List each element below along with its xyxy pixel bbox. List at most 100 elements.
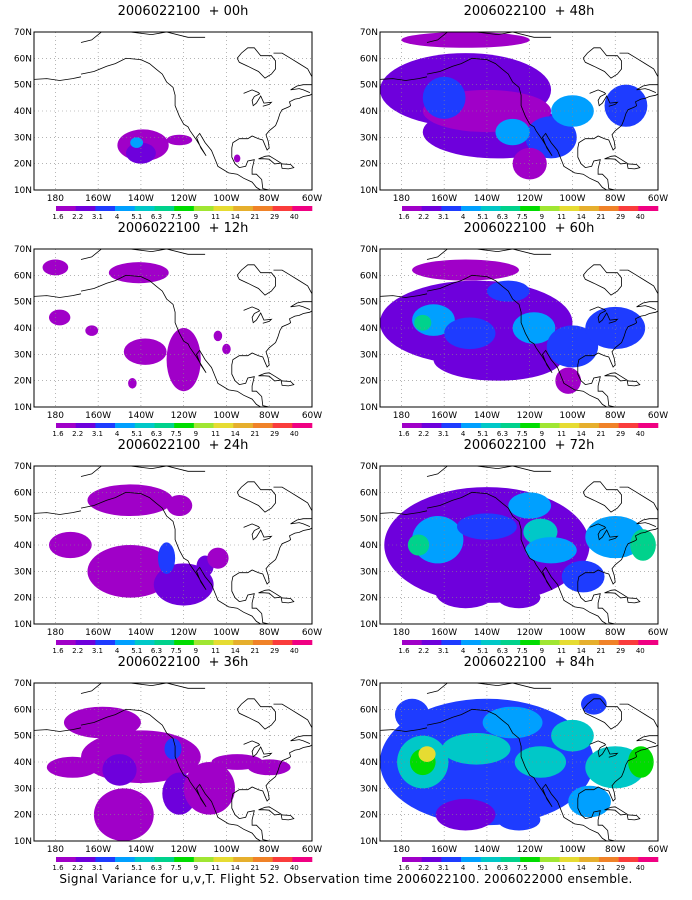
scale-swatch: [56, 857, 76, 862]
panel-title: 2006022100 + 00h: [117, 4, 249, 19]
coastline: [243, 306, 273, 324]
scale-label: 4: [115, 864, 120, 872]
variance-map: 70N 60N 50N 40N 30N 20N 10N 180 160W 140W 120W 100W…: [14, 28, 322, 221]
scale-swatch: [618, 857, 639, 862]
panel-title: 2006022100 + 48h: [463, 4, 595, 19]
scale-label: 5.1: [477, 647, 488, 655]
scale-label: 21: [250, 213, 259, 221]
scale-label: 1.6: [52, 647, 64, 655]
scale-swatch: [598, 640, 619, 645]
variance-contour: [166, 328, 201, 392]
scale-swatch: [252, 423, 273, 428]
scale-swatch: [618, 640, 639, 645]
scale-label: 21: [250, 647, 259, 655]
lat-label: 60N: [360, 54, 378, 64]
scale-swatch: [213, 206, 234, 211]
scale-swatch: [520, 857, 541, 862]
scale-swatch: [480, 206, 501, 211]
variance-contour: [164, 738, 182, 760]
variance-map: 70N 60N 50N 40N 30N 20N 10N 180 160W 140W 120W 100W…: [360, 245, 668, 438]
scale-swatch: [638, 857, 659, 862]
coastline: [604, 155, 629, 165]
lon-label: 120W: [171, 628, 197, 638]
scale-swatch: [520, 206, 541, 211]
scale-swatch: [638, 423, 659, 428]
scale-label: 40: [636, 213, 645, 221]
variance-contour: [102, 754, 137, 786]
lat-label: 40N: [14, 758, 32, 768]
lat-label: 70N: [14, 28, 32, 38]
lon-label: 100W: [213, 628, 239, 638]
coastline: [280, 814, 295, 821]
coastline: [231, 744, 312, 841]
scale-label: 11: [557, 647, 566, 655]
scale-swatch: [638, 206, 659, 211]
scale-swatch: [174, 423, 195, 428]
lat-label: 50N: [360, 732, 378, 742]
lon-label: 60W: [648, 411, 668, 421]
map-panel: 2006022100 + 84h 70N 60N 50N 40N 30N 20N 10N 180…: [360, 655, 692, 872]
lon-label: 160W: [431, 194, 457, 204]
scale-label: 11: [557, 213, 566, 221]
map-panel: 2006022100 + 00h 70N 60N 50N 40N 30N 20N 10N 180…: [14, 4, 348, 221]
lon-label: 120W: [517, 194, 543, 204]
scale-label: 4: [115, 647, 120, 655]
variance-map: 70N 60N 50N 40N 30N 20N 10N 180 160W 140W 120W 100W…: [360, 462, 668, 655]
variance-contour: [93, 788, 154, 841]
scale-label: 7.5: [517, 213, 528, 221]
scale-swatch: [402, 640, 422, 645]
scale-label: 4: [461, 430, 466, 438]
scale-label: 5.1: [477, 864, 488, 872]
variance-map: 70N 60N 50N 40N 30N 20N 10N 180 160W 140W 120W 100W…: [360, 679, 668, 872]
scale-label: 1.6: [398, 430, 410, 438]
scale-label: 6.3: [151, 213, 162, 221]
coastline: [280, 597, 295, 604]
scale-label: 21: [596, 647, 605, 655]
lat-label: 50N: [14, 515, 32, 525]
scale-label: 2.2: [72, 647, 83, 655]
coastline: [577, 93, 658, 190]
scale-swatch: [174, 857, 195, 862]
scale-swatch: [272, 423, 293, 428]
variance-contour: [585, 516, 646, 559]
scale-label: 7.5: [517, 864, 528, 872]
lon-label: 180: [47, 845, 64, 855]
coastline: [619, 703, 658, 744]
scale-swatch: [174, 640, 195, 645]
map-panel: 2006022100 + 60h 70N 60N 50N 40N 30N 20N 10N 180…: [360, 221, 692, 438]
map-panel: 2006022100 + 24h 70N 60N 50N 40N 30N 20N 10N 180…: [14, 438, 348, 655]
lon-label: 180: [47, 411, 64, 421]
lat-label: 50N: [360, 81, 378, 91]
lon-label: 160W: [85, 411, 111, 421]
lon-label: 80W: [605, 411, 625, 421]
scale-label: 1.6: [52, 430, 64, 438]
coastline: [426, 249, 552, 260]
lat-label: 40N: [360, 541, 378, 551]
coastline: [426, 32, 552, 43]
scale-swatch: [134, 206, 155, 211]
lat-label: 70N: [14, 462, 32, 472]
variance-contour: [42, 259, 69, 276]
scale-label: 40: [290, 864, 299, 872]
map-frame: [379, 248, 659, 408]
scale-label: 2.2: [418, 430, 429, 438]
scale-swatch: [56, 206, 76, 211]
scale-label: 4: [461, 213, 466, 221]
variance-contour: [525, 537, 577, 564]
coastline: [589, 89, 619, 107]
lon-label: 100W: [559, 845, 585, 855]
scale-label: 6.3: [151, 864, 162, 872]
scale-swatch: [292, 423, 313, 428]
variance-contour: [166, 134, 193, 146]
variance-contour: [183, 762, 236, 815]
coastline: [626, 163, 641, 170]
scale-label: 14: [577, 647, 586, 655]
coastline: [273, 269, 312, 310]
lat-label: 30N: [360, 350, 378, 360]
scale-label: 21: [250, 864, 259, 872]
lon-label: 100W: [213, 845, 239, 855]
coastlines: [380, 683, 658, 841]
coastline: [243, 89, 273, 107]
scale-swatch: [115, 857, 136, 862]
coastline: [582, 481, 622, 513]
